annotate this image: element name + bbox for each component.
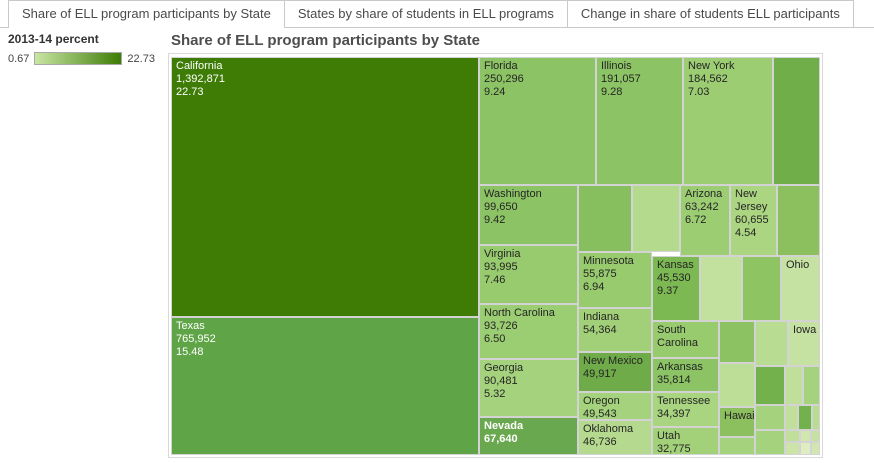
treemap-cell[interactable] — [800, 442, 811, 455]
treemap-cell-label: Arizona 63,242 6.72 — [685, 188, 723, 226]
treemap-cell-kansas[interactable]: Kansas 45,530 9.37 — [652, 256, 700, 321]
treemap-cell-label: New Jersey 60,655 4.54 — [735, 188, 769, 239]
tab-bar: Share of ELL program participants by Sta… — [0, 0, 874, 28]
treemap-cell-label: California 1,392,871 22.73 — [176, 60, 225, 98]
chart-title: Share of ELL program participants by Sta… — [171, 32, 480, 49]
treemap-cell-ohio[interactable]: Ohio — [781, 256, 820, 321]
treemap-cell-label: Ohio — [786, 259, 810, 271]
treemap-cell[interactable] — [578, 185, 632, 252]
treemap-cell[interactable] — [785, 442, 800, 455]
treemap-cell[interactable] — [742, 256, 781, 321]
treemap-cell-new-jersey[interactable]: New Jersey 60,655 4.54 — [730, 185, 777, 256]
legend-min-value: 0.67 — [8, 52, 30, 65]
treemap-cell-nevada[interactable]: Nevada 67,640 — [479, 417, 578, 455]
treemap-cell-label: Tennessee 34,397 — [657, 395, 711, 420]
treemap-cell-new-york[interactable]: New York 184,562 7.03 — [683, 57, 773, 185]
treemap-cell-virginia[interactable]: Virginia 93,995 7.46 — [479, 245, 578, 304]
treemap-cell-label: Florida 250,296 9.24 — [484, 60, 524, 98]
treemap-cell[interactable] — [798, 405, 812, 430]
treemap-cell-label: Virginia 93,995 7.46 — [484, 248, 521, 286]
treemap-cell-california[interactable]: California 1,392,871 22.73 — [171, 57, 479, 317]
treemap-cell-label: South Carolina — [657, 324, 698, 349]
treemap-cell[interactable] — [719, 363, 755, 407]
treemap-cell-florida[interactable]: Florida 250,296 9.24 — [479, 57, 596, 185]
treemap-cell[interactable] — [803, 366, 820, 405]
treemap-cell-north-carolina[interactable]: North Carolina 93,726 6.50 — [479, 304, 578, 359]
treemap-cell[interactable] — [719, 321, 755, 363]
treemap-cell-new-mexico[interactable]: New Mexico 49,917 — [578, 352, 652, 392]
treemap-cell[interactable] — [785, 366, 803, 405]
treemap-cell-oklahoma[interactable]: Oklahoma 46,736 — [578, 420, 652, 455]
treemap-cell-label: New Mexico 49,917 — [583, 355, 643, 380]
treemap-cell-georgia[interactable]: Georgia 90,481 5.32 — [479, 359, 578, 417]
treemap-cell-tennessee[interactable]: Tennessee 34,397 — [652, 392, 719, 427]
treemap-cell[interactable] — [785, 405, 798, 430]
treemap-cell-label: Hawaii — [724, 410, 755, 422]
tab-change-in-share[interactable]: Change in share of students ELL particip… — [566, 0, 854, 27]
treemap-cell[interactable] — [719, 437, 755, 455]
treemap-cell-label: Utah 32,775 — [657, 430, 691, 455]
treemap-cell-hawaii[interactable]: Hawaii — [719, 407, 755, 437]
treemap-cell-label: Georgia 90,481 5.32 — [484, 362, 524, 400]
treemap-cell[interactable] — [700, 256, 742, 321]
treemap-cell[interactable] — [800, 430, 811, 442]
treemap-cell[interactable] — [755, 405, 785, 430]
treemap: California 1,392,871 22.73 Texas 765,952 15.4… — [171, 57, 820, 455]
treemap-cell-label: New York 184,562 7.03 — [688, 60, 735, 98]
treemap-cell-label: Indiana 54,364 — [583, 311, 620, 336]
treemap-cell-label: Arkansas 35,814 — [657, 361, 703, 386]
treemap-cell-label: Oklahoma 46,736 — [583, 423, 634, 448]
legend-title: 2013-14 percent — [8, 32, 99, 46]
tab-share-by-state[interactable]: Share of ELL program participants by Sta… — [8, 0, 285, 28]
treemap-cell[interactable] — [811, 442, 820, 455]
treemap-cell-label: Iowa — [793, 324, 817, 336]
color-legend: 2013-14 percent 0.67 22.73 — [8, 32, 168, 65]
legend-max-value: 22.73 — [127, 52, 155, 65]
treemap-cell-iowa[interactable]: Iowa — [788, 321, 820, 366]
treemap-cell-indiana[interactable]: Indiana 54,364 — [578, 308, 652, 352]
legend-gradient-bar — [34, 52, 123, 65]
treemap-cell-utah[interactable]: Utah 32,775 — [652, 427, 719, 455]
treemap-cell[interactable] — [777, 185, 820, 256]
treemap-cell-south-carolina[interactable]: South Carolina — [652, 321, 719, 358]
treemap-cell-label: Texas 765,952 15.48 — [176, 320, 216, 358]
treemap-cell-label: Washington 99,650 9.42 — [484, 188, 542, 226]
treemap-cell-label: Kansas 45,530 9.37 — [657, 259, 694, 297]
treemap-cell-label: North Carolina 93,726 6.50 — [484, 307, 555, 345]
treemap-cell[interactable] — [773, 57, 820, 185]
treemap-cell[interactable] — [755, 321, 788, 366]
treemap-cell[interactable] — [755, 366, 785, 405]
treemap-cell[interactable] — [811, 430, 820, 442]
treemap-cell-illinois[interactable]: Illinois 191,057 9.28 — [596, 57, 683, 185]
treemap-cell-label: Oregon 49,543 — [583, 395, 620, 420]
treemap-cell-label: Nevada 67,640 — [484, 420, 524, 445]
treemap-cell[interactable] — [812, 405, 820, 430]
treemap-cell-arizona[interactable]: Arizona 63,242 6.72 — [680, 185, 730, 256]
tab-states-by-share[interactable]: States by share of students in ELL progr… — [283, 0, 568, 27]
treemap-cell-texas[interactable]: Texas 765,952 15.48 — [171, 317, 479, 455]
treemap-cell-minnesota[interactable]: Minnesota 55,875 6.94 — [578, 252, 652, 308]
treemap-cell-label: Minnesota 55,875 6.94 — [583, 255, 634, 293]
treemap-cell-washington[interactable]: Washington 99,650 9.42 — [479, 185, 578, 245]
treemap-cell[interactable] — [785, 430, 800, 442]
treemap-cell[interactable] — [632, 185, 680, 252]
treemap-cell-label: Illinois 191,057 9.28 — [601, 60, 641, 98]
treemap-cell-arkansas[interactable]: Arkansas 35,814 — [652, 358, 719, 392]
treemap-cell[interactable] — [755, 430, 785, 455]
treemap-cell-oregon[interactable]: Oregon 49,543 — [578, 392, 652, 420]
